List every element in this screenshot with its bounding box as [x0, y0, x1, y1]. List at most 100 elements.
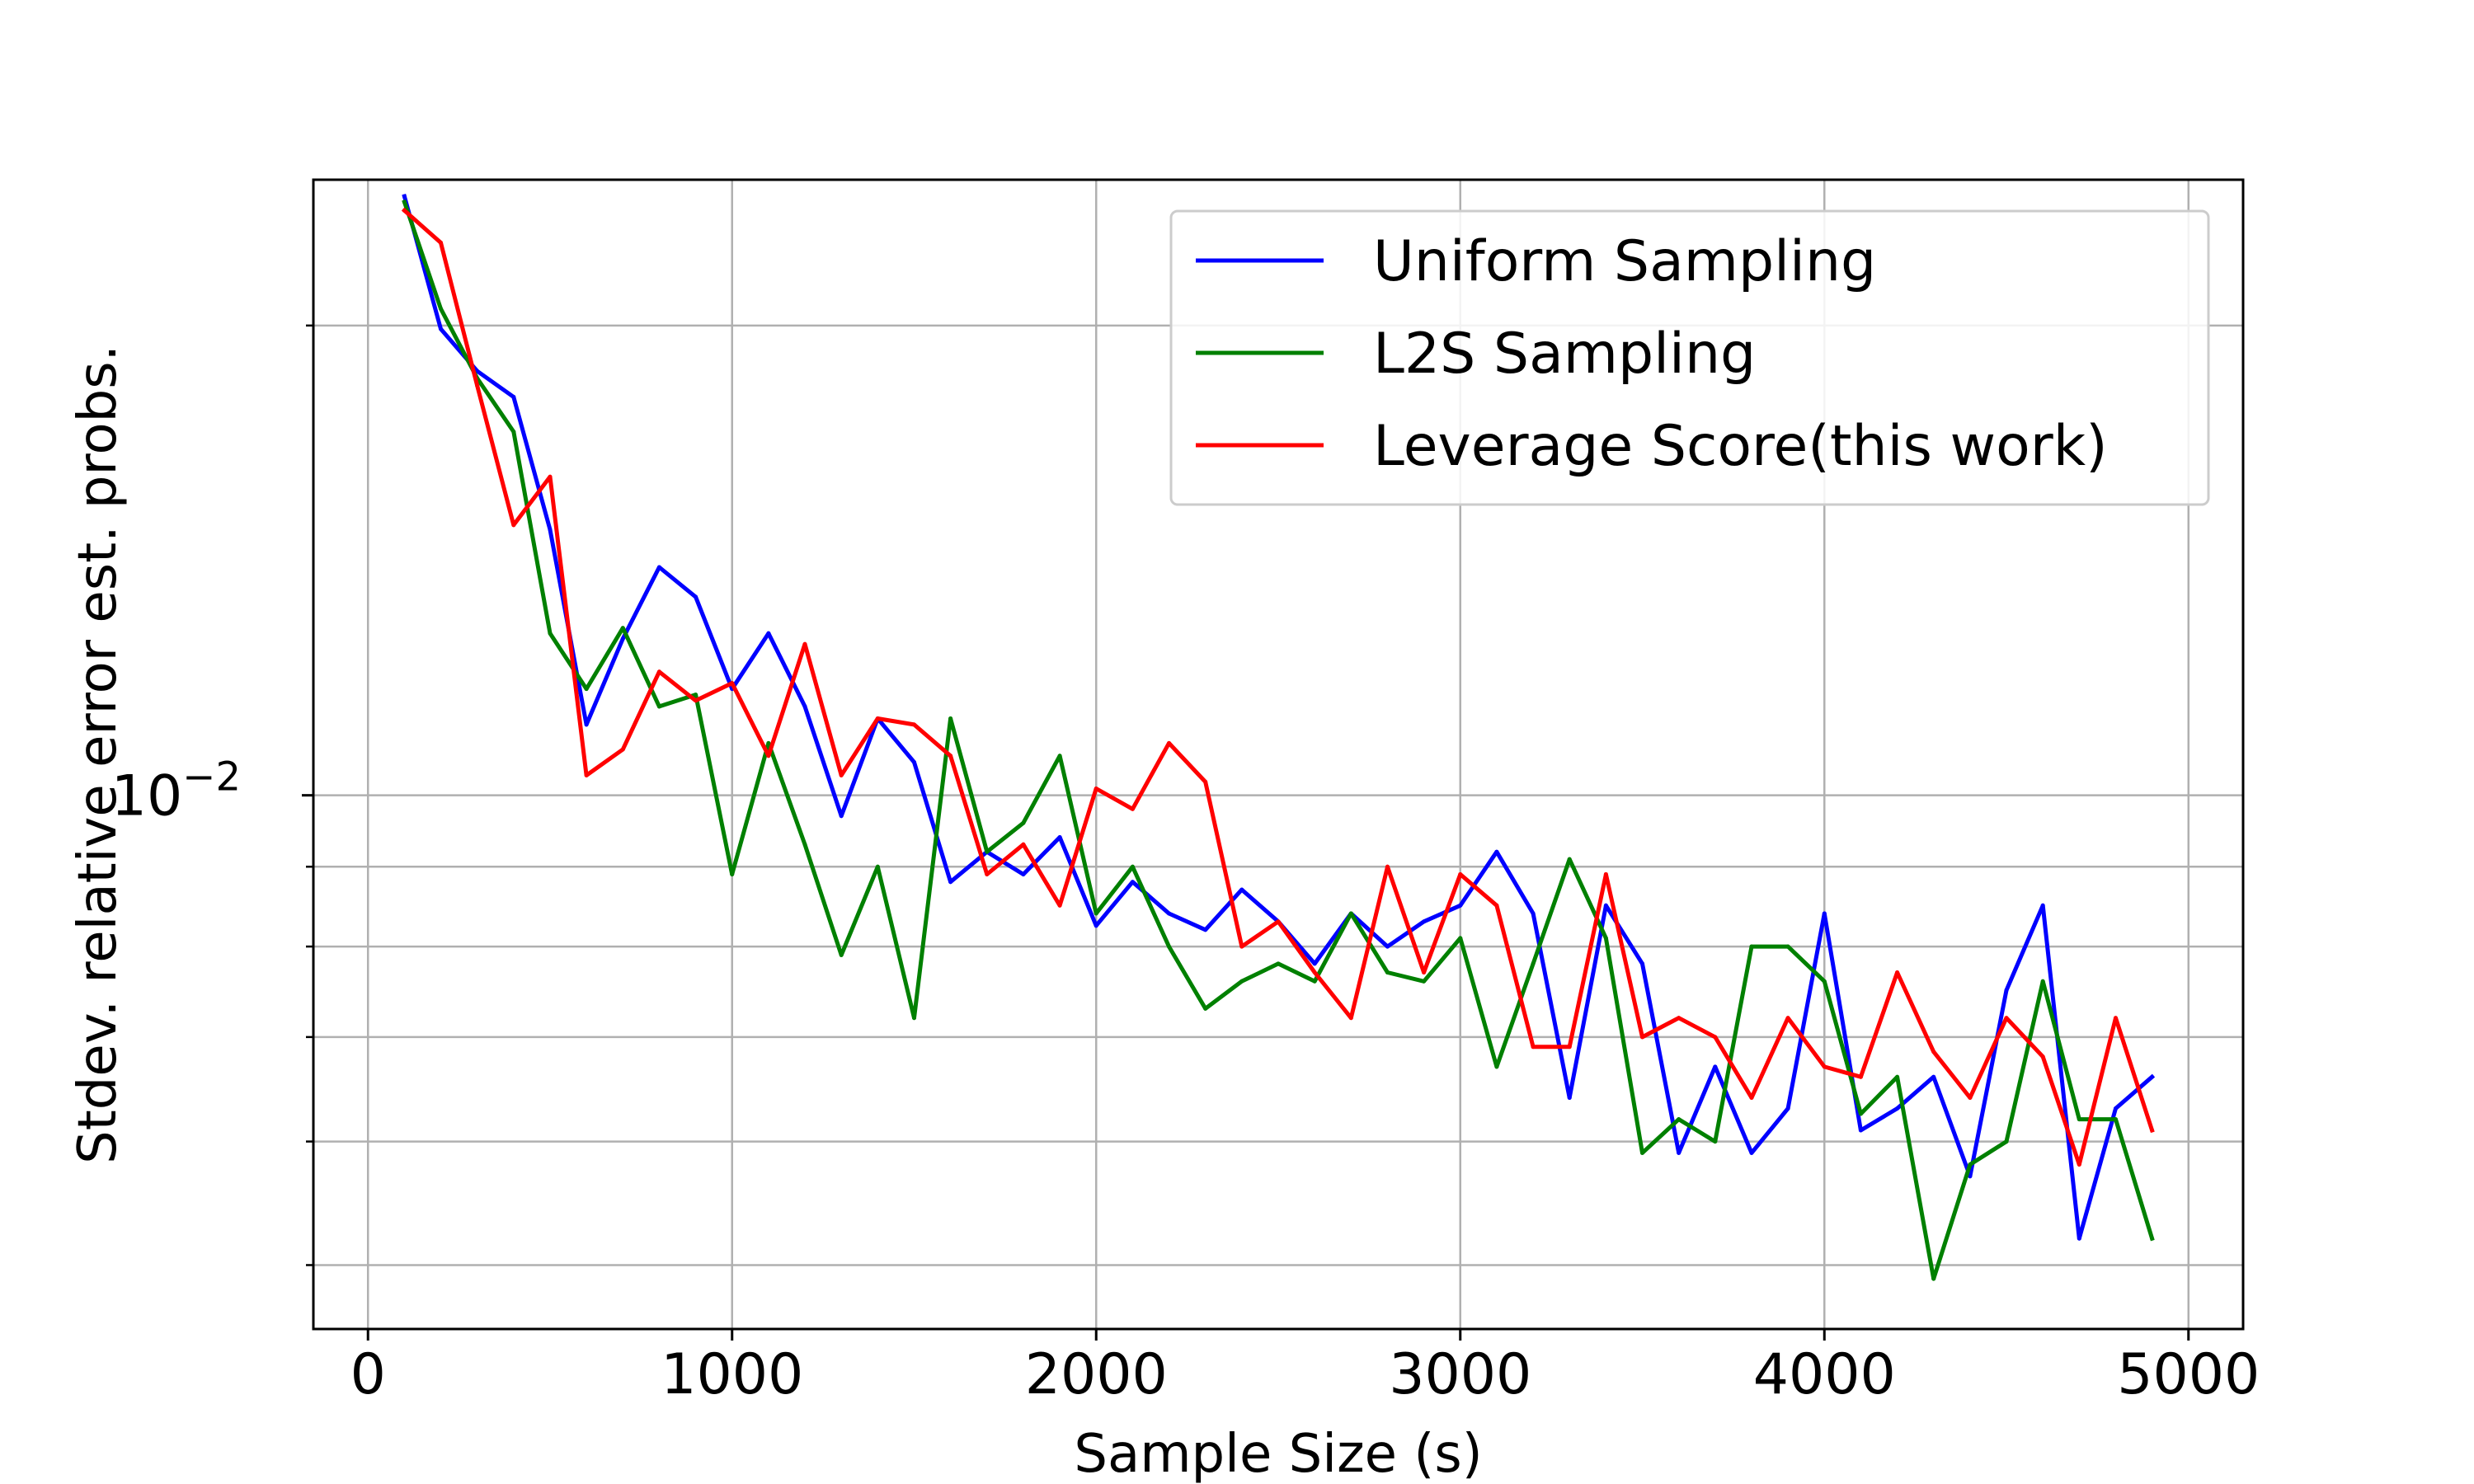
- data-point-leverage: [1931, 1050, 1936, 1054]
- data-point-l2s: [1858, 1111, 1863, 1116]
- data-point-l2s: [1968, 1162, 1973, 1167]
- data-point-uniform: [1713, 1064, 1718, 1069]
- data-point-leverage: [730, 681, 735, 686]
- data-point-uniform: [1458, 903, 1463, 908]
- data-point-uniform: [1785, 1106, 1790, 1111]
- data-point-uniform: [1895, 1106, 1900, 1111]
- data-point-leverage: [1677, 1016, 1681, 1021]
- data-point-leverage: [1749, 1096, 1754, 1101]
- data-point-leverage: [1640, 1035, 1645, 1040]
- data-point-uniform: [2150, 1074, 2155, 1079]
- data-point-uniform: [620, 636, 625, 641]
- data-point-l2s: [1494, 1064, 1499, 1069]
- data-point-l2s: [584, 687, 589, 692]
- data-point-leverage: [620, 747, 625, 752]
- axis-ticks: 0 1000 2000 3000 4000 5000 10−2: [111, 324, 2260, 1407]
- data-point-uniform: [548, 527, 553, 532]
- data-point-uniform: [1677, 1150, 1681, 1155]
- data-point-uniform: [1422, 919, 1427, 924]
- plot-lines: [401, 194, 2156, 1281]
- legend-label-leverage: Leverage Score(this work): [1373, 414, 2108, 479]
- data-point-leverage: [948, 754, 953, 758]
- data-point-leverage: [656, 669, 661, 674]
- data-point-uniform: [802, 704, 807, 709]
- x-axis-label: Sample Size (s): [1074, 1424, 1482, 1484]
- data-point-leverage: [402, 208, 407, 213]
- data-point-leverage: [802, 641, 807, 646]
- data-point-leverage: [875, 716, 880, 721]
- data-point-l2s: [1348, 911, 1353, 916]
- data-point-uniform: [2113, 1106, 2118, 1111]
- data-point-l2s: [1640, 1150, 1645, 1155]
- x-tick-label: 0: [350, 1342, 386, 1407]
- data-point-l2s: [875, 864, 880, 869]
- data-point-uniform: [2004, 988, 2009, 993]
- data-point-l2s: [1931, 1276, 1936, 1281]
- data-point-l2s: [1312, 979, 1317, 984]
- data-point-uniform: [1931, 1074, 1936, 1079]
- data-point-leverage: [1021, 842, 1026, 847]
- data-point-l2s: [1458, 936, 1463, 941]
- data-point-uniform: [1385, 944, 1390, 949]
- data-point-leverage: [1130, 806, 1135, 811]
- data-point-uniform: [1822, 911, 1827, 916]
- data-point-uniform: [2077, 1236, 2081, 1241]
- data-point-l2s: [1276, 961, 1281, 966]
- data-point-uniform: [1968, 1174, 1973, 1179]
- legend: Uniform Sampling L2S Sampling Leverage S…: [1169, 209, 2210, 506]
- data-point-uniform: [584, 722, 589, 727]
- data-point-uniform: [766, 631, 771, 636]
- data-point-uniform: [1167, 911, 1172, 916]
- data-point-l2s: [2077, 1117, 2081, 1122]
- data-point-l2s: [839, 952, 844, 957]
- data-point-uniform: [1749, 1150, 1754, 1155]
- data-point-uniform: [1203, 928, 1208, 932]
- data-point-leverage: [2150, 1128, 2155, 1133]
- data-point-l2s: [620, 626, 625, 631]
- x-tick-label: 1000: [661, 1342, 803, 1407]
- data-point-l2s: [1057, 754, 1062, 758]
- grid-lines: [313, 180, 2243, 1329]
- data-point-uniform: [948, 880, 953, 885]
- data-point-uniform: [1021, 871, 1026, 876]
- data-point-leverage: [439, 240, 444, 245]
- data-point-leverage: [1385, 864, 1390, 869]
- data-point-leverage: [1895, 970, 1900, 975]
- data-point-leverage: [694, 698, 698, 703]
- data-point-leverage: [1057, 903, 1062, 908]
- data-point-uniform: [1057, 835, 1062, 840]
- data-point-l2s: [1749, 944, 1754, 949]
- data-point-l2s: [1677, 1117, 1681, 1122]
- data-point-uniform: [439, 326, 444, 331]
- data-point-leverage: [1567, 1045, 1572, 1050]
- data-point-uniform: [1603, 903, 1608, 908]
- data-point-leverage: [1239, 944, 1244, 949]
- data-point-l2s: [1021, 820, 1026, 825]
- data-point-leverage: [2113, 1016, 2118, 1021]
- data-point-leverage: [1603, 871, 1608, 876]
- data-point-uniform: [1094, 923, 1098, 928]
- data-point-leverage: [1203, 779, 1208, 784]
- data-point-leverage: [584, 773, 589, 777]
- data-point-leverage: [1822, 1064, 1827, 1069]
- data-point-l2s: [402, 200, 407, 204]
- data-point-leverage: [475, 383, 480, 388]
- plot-frame: [312, 178, 2245, 1331]
- data-point-l2s: [1567, 857, 1572, 862]
- data-point-l2s: [1130, 864, 1135, 869]
- legend-label-l2s: L2S Sampling: [1373, 322, 1756, 387]
- data-point-leverage: [2040, 1054, 2045, 1059]
- data-point-uniform: [402, 194, 407, 199]
- data-point-leverage: [511, 523, 516, 528]
- data-point-leverage: [911, 722, 916, 727]
- data-point-leverage: [2004, 1016, 2009, 1021]
- data-point-leverage: [1348, 1016, 1353, 1021]
- data-point-leverage: [548, 474, 553, 479]
- data-point-uniform: [1130, 880, 1135, 885]
- data-point-leverage: [1968, 1096, 1973, 1101]
- data-point-leverage: [1713, 1035, 1718, 1040]
- data-point-l2s: [656, 704, 661, 709]
- data-point-l2s: [1385, 970, 1390, 975]
- data-point-uniform: [1567, 1096, 1572, 1101]
- data-point-uniform: [1640, 961, 1645, 966]
